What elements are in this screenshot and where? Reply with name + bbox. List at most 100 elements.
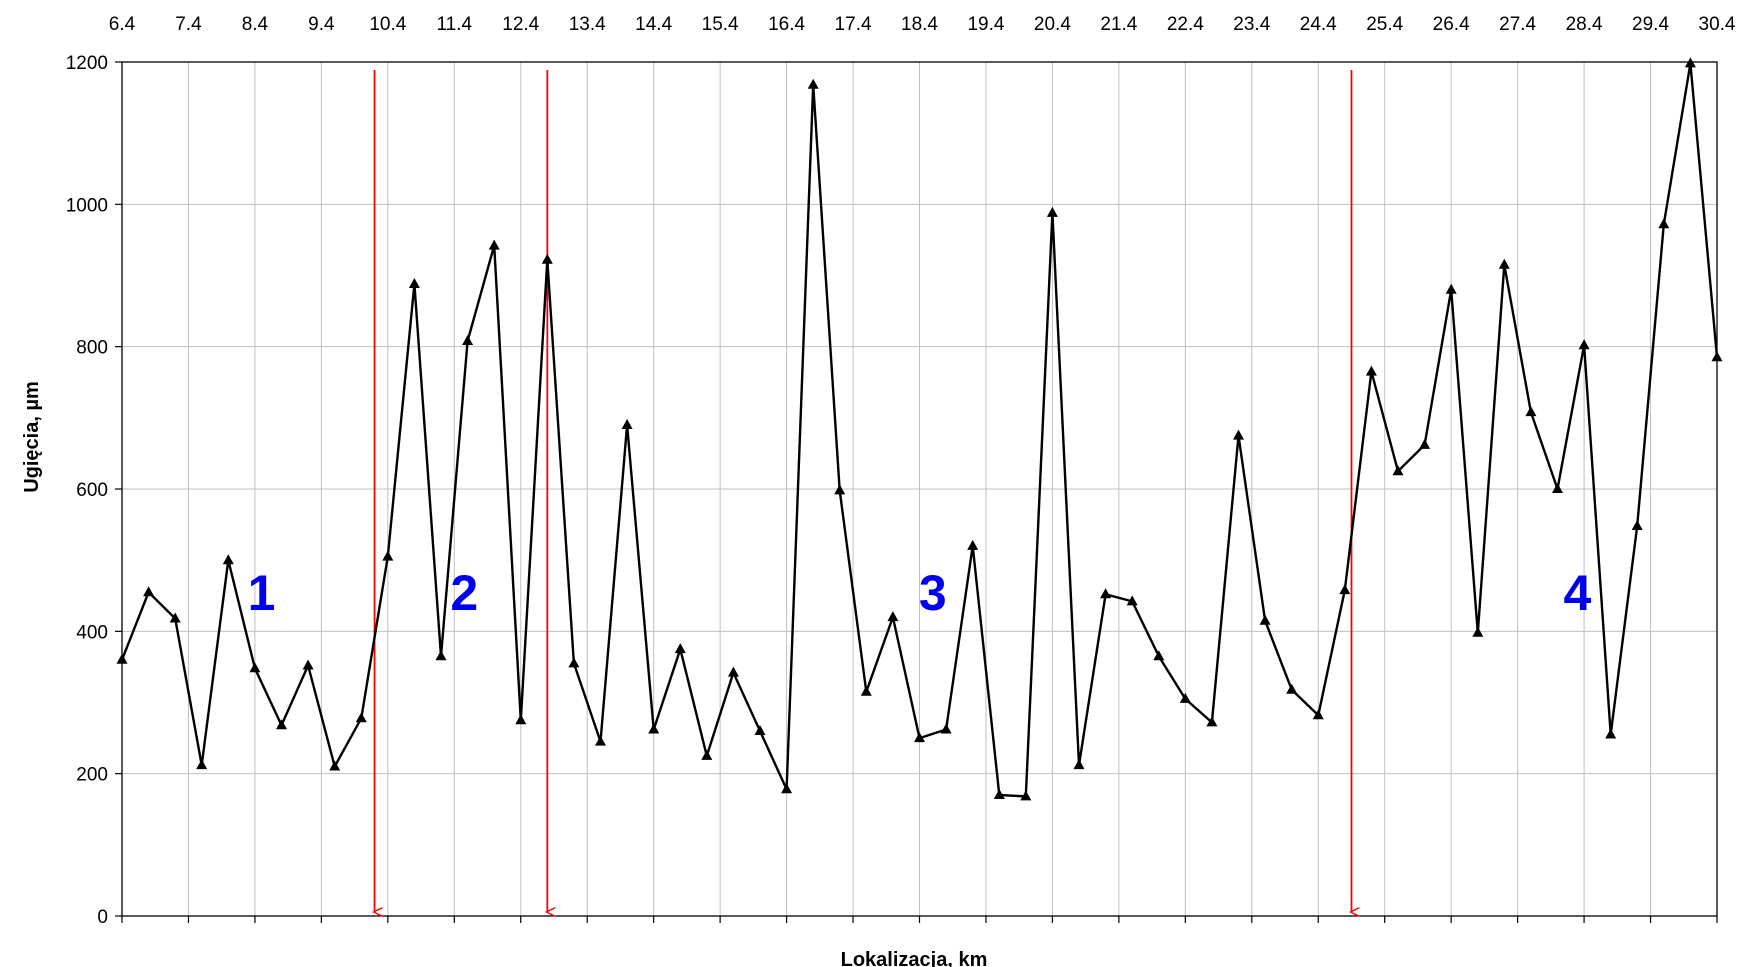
x-tick-label: 22.4 — [1167, 14, 1204, 35]
segment-label: 2 — [450, 565, 478, 621]
data-point — [1339, 584, 1351, 595]
data-point — [1578, 339, 1590, 350]
data-point — [1365, 365, 1377, 376]
data-point — [1498, 258, 1510, 269]
data-point — [1631, 520, 1643, 530]
y-tick-label: 1200 — [66, 53, 108, 74]
y-tick-label: 1000 — [66, 195, 108, 216]
data-point — [1684, 57, 1696, 68]
data-point — [701, 749, 713, 760]
data-point — [914, 732, 925, 743]
segment-labels: 1 2 3 4 — [248, 565, 1592, 621]
data-point — [1525, 406, 1537, 417]
data-point — [222, 554, 234, 565]
data-point — [834, 484, 846, 495]
segment-dividers — [375, 70, 1352, 912]
data-point — [435, 650, 447, 661]
y-axis-title: Ugięcia, µm — [21, 381, 43, 493]
grid — [122, 62, 1717, 916]
data-point — [1392, 465, 1404, 476]
x-tick-label: 7.4 — [175, 14, 202, 35]
data-point — [648, 723, 660, 734]
y-tick-label: 200 — [76, 765, 108, 786]
x-axis-title: Lokalizacja, km — [841, 949, 988, 967]
x-tick-label: 13.4 — [569, 14, 606, 35]
data-point — [1100, 588, 1112, 599]
data-point — [1552, 483, 1563, 493]
x-tick-label: 30.4 — [1699, 14, 1736, 35]
data-point — [621, 419, 633, 429]
tick-labels: 6.4 7.4 8.4 9.4 10.4 11.4 12.4 13.4 14.4 15.4 16.4… — [66, 14, 1736, 928]
x-tick-label: 15.4 — [702, 14, 739, 35]
data-point — [169, 612, 181, 623]
data-point — [1046, 206, 1058, 217]
y-tick-label: 0 — [97, 907, 108, 928]
x-tick-label: 23.4 — [1233, 14, 1270, 35]
data-point — [967, 539, 979, 550]
data-point — [1419, 438, 1431, 449]
data-point — [1126, 595, 1138, 606]
x-tick-label: 24.4 — [1300, 14, 1337, 35]
x-tick-label: 29.4 — [1632, 14, 1669, 35]
data-point — [781, 783, 793, 794]
data-point — [541, 253, 553, 264]
data-point — [1286, 683, 1298, 694]
data-point — [1312, 709, 1324, 720]
data-point — [1206, 716, 1218, 727]
data-point — [462, 335, 474, 345]
data-point — [1605, 728, 1617, 739]
x-tick-label: 17.4 — [835, 14, 872, 35]
y-tick-label: 800 — [76, 338, 108, 359]
data-point — [1472, 626, 1484, 637]
data-point — [940, 723, 952, 734]
data-point — [249, 662, 261, 673]
x-tick-label: 26.4 — [1433, 14, 1470, 35]
data-point — [993, 789, 1005, 799]
segment-label: 3 — [919, 565, 947, 621]
data-point — [196, 759, 208, 770]
data-point — [488, 239, 500, 250]
y-tick-label: 400 — [76, 622, 108, 643]
data-point — [1658, 218, 1670, 229]
data-point — [302, 659, 314, 670]
data-point — [568, 657, 580, 668]
x-tick-label: 16.4 — [768, 14, 805, 35]
data-point — [1233, 429, 1244, 440]
data-point — [1445, 283, 1457, 294]
data-point — [329, 760, 341, 771]
x-tick-label: 19.4 — [967, 14, 1004, 35]
data-point — [887, 611, 899, 622]
data-point — [595, 735, 606, 746]
x-tick-label: 8.4 — [242, 14, 269, 35]
x-tick-label: 9.4 — [308, 14, 335, 35]
x-tick-label: 25.4 — [1366, 14, 1403, 35]
data-point — [1259, 614, 1271, 625]
x-tick-label: 11.4 — [437, 14, 473, 35]
x-tick-label: 10.4 — [369, 14, 406, 35]
segment-label: 1 — [248, 565, 276, 621]
data-point — [408, 278, 420, 288]
data-point — [754, 725, 766, 735]
y-tick-label: 600 — [76, 480, 108, 501]
data-point — [727, 666, 739, 677]
x-tick-label: 6.4 — [109, 14, 136, 35]
data-point — [143, 586, 155, 597]
data-point — [276, 719, 287, 730]
data-point — [382, 550, 394, 561]
data-point — [1153, 650, 1165, 661]
x-tick-label: 21.4 — [1100, 14, 1137, 35]
x-tick-label: 12.4 — [502, 14, 539, 35]
plot-frame — [121, 61, 1718, 917]
data-point — [807, 78, 819, 89]
x-tick-label: 14.4 — [635, 14, 672, 35]
data-point — [1179, 692, 1191, 703]
x-tick-label: 20.4 — [1034, 14, 1071, 35]
data-series — [116, 57, 1723, 801]
data-point — [1020, 790, 1032, 801]
x-tick-label: 18.4 — [901, 14, 938, 35]
data-point — [860, 685, 872, 696]
data-point — [674, 643, 686, 654]
x-tick-label: 28.4 — [1566, 14, 1603, 35]
